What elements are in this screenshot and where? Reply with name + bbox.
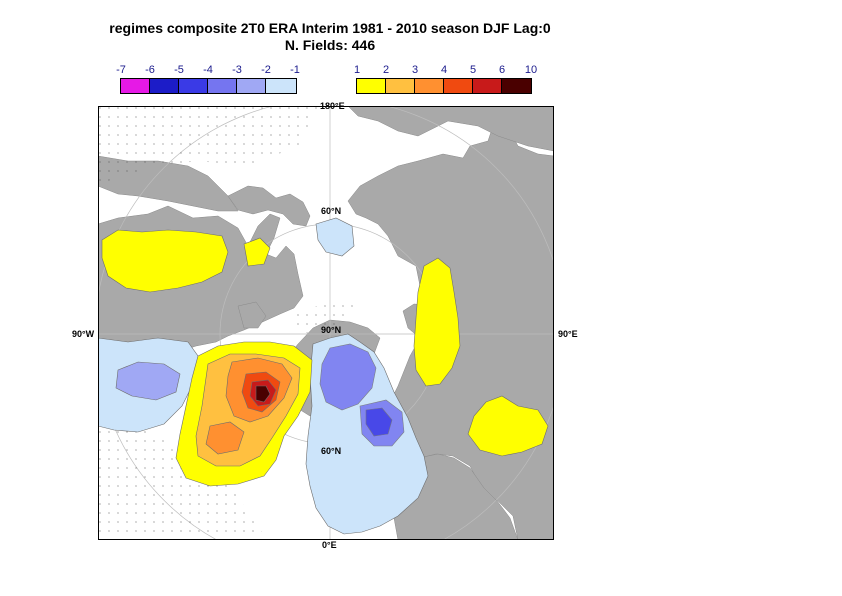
- anomaly-pos1-yukon: [243, 237, 271, 267]
- colorbar-positive-swatch: [415, 79, 444, 93]
- label-bottom-meridian: 0°E: [322, 540, 337, 550]
- anomaly-pos1-centralasia: [467, 395, 549, 457]
- negative-anomalies: [98, 217, 429, 535]
- anomaly-pos1-siberia: [413, 257, 461, 387]
- colorbar-negative-label: -5: [174, 64, 184, 76]
- colorbar-negative-label: -6: [145, 64, 155, 76]
- colorbar-positive-swatch: [357, 79, 386, 93]
- anomaly-neg4-core: [365, 407, 393, 437]
- label-left-meridian: 90°W: [72, 329, 95, 339]
- colorbar-negative-label: -1: [290, 64, 300, 76]
- colorbar-positive-swatch: [502, 79, 531, 93]
- anomaly-neg3-europe: [319, 343, 377, 411]
- colorbar-positive-label: 2: [382, 64, 390, 76]
- colorbar-negative-label: -3: [232, 64, 242, 76]
- anomaly-pos6-core: [255, 385, 271, 403]
- colorbar-positive-label: 6: [498, 64, 506, 76]
- stipple-region-greenland: [288, 302, 358, 334]
- landmass-baffin: [237, 301, 267, 329]
- colorbar-negative-swatch: [266, 79, 296, 93]
- colorbar-negative: [120, 78, 297, 94]
- stipple-region-north: [98, 106, 318, 186]
- label-right-meridian: 90°E: [558, 329, 578, 339]
- anomaly-pos3-labrador: [205, 421, 245, 455]
- label-lat60-top: 60°N: [321, 206, 342, 216]
- landmass-chukotka: [347, 106, 554, 152]
- label-pole: 90°N: [321, 325, 342, 335]
- anomaly-neg2-labrador: [115, 361, 181, 401]
- significance-stipple: [98, 106, 358, 540]
- colorbar-negative-swatch: [237, 79, 266, 93]
- label-top-meridian: 180°E: [320, 101, 345, 111]
- anomaly-pos1-alaska: [101, 229, 229, 293]
- polar-map: [98, 106, 554, 540]
- label-lat60-bottom: 60°N: [321, 446, 342, 456]
- colorbar-negative-swatch: [179, 79, 208, 93]
- chart-title: regimes composite 2T0 ERA Interim 1981 -…: [109, 20, 551, 36]
- colorbar-negative-label: -4: [203, 64, 213, 76]
- colorbar-positive-swatch: [444, 79, 473, 93]
- colorbar-positive: [356, 78, 532, 94]
- colorbar-positive-label: 10: [524, 64, 538, 76]
- colorbar-negative-swatch: [208, 79, 237, 93]
- chart-subtitle: N. Fields: 446: [284, 37, 376, 53]
- colorbar-positive-label: 5: [469, 64, 477, 76]
- stipple-region-sw: [98, 406, 268, 540]
- colorbar-positive-label: 3: [411, 64, 419, 76]
- colorbar-positive-label: 4: [440, 64, 448, 76]
- landmass-arctic-archipelago: [227, 185, 311, 227]
- anomaly-neg1-arctic: [315, 217, 355, 257]
- colorbar-negative-swatch: [121, 79, 150, 93]
- colorbar-negative-label: -7: [116, 64, 126, 76]
- colorbar-positive-swatch: [386, 79, 415, 93]
- positive-anomalies: [101, 229, 549, 487]
- colorbar-negative-label: -2: [261, 64, 271, 76]
- colorbar-positive-label: 1: [353, 64, 361, 76]
- colorbar-positive-swatch: [473, 79, 502, 93]
- colorbar-negative-swatch: [150, 79, 179, 93]
- map-frame: [98, 106, 554, 540]
